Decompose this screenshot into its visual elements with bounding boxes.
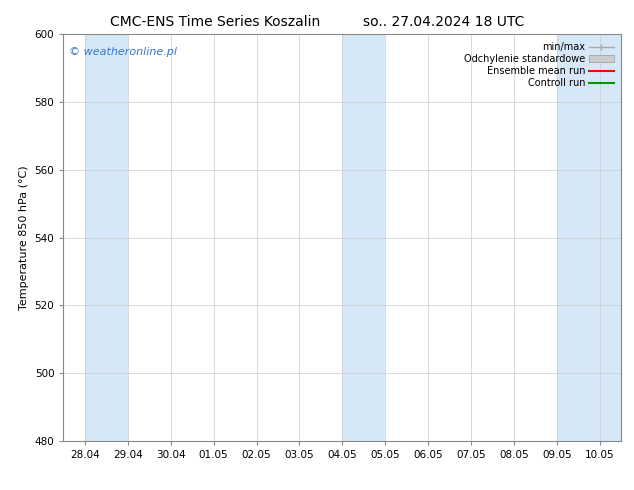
Text: © weatheronline.pl: © weatheronline.pl xyxy=(69,47,177,56)
Bar xyxy=(342,34,385,441)
Y-axis label: Temperature 850 hPa (°C): Temperature 850 hPa (°C) xyxy=(19,165,29,310)
Bar xyxy=(557,34,621,441)
Text: so.. 27.04.2024 18 UTC: so.. 27.04.2024 18 UTC xyxy=(363,15,524,29)
Text: CMC-ENS Time Series Koszalin: CMC-ENS Time Series Koszalin xyxy=(110,15,321,29)
Legend: min/max, Odchylenie standardowe, Ensemble mean run, Controll run: min/max, Odchylenie standardowe, Ensembl… xyxy=(461,39,616,91)
Bar xyxy=(85,34,128,441)
